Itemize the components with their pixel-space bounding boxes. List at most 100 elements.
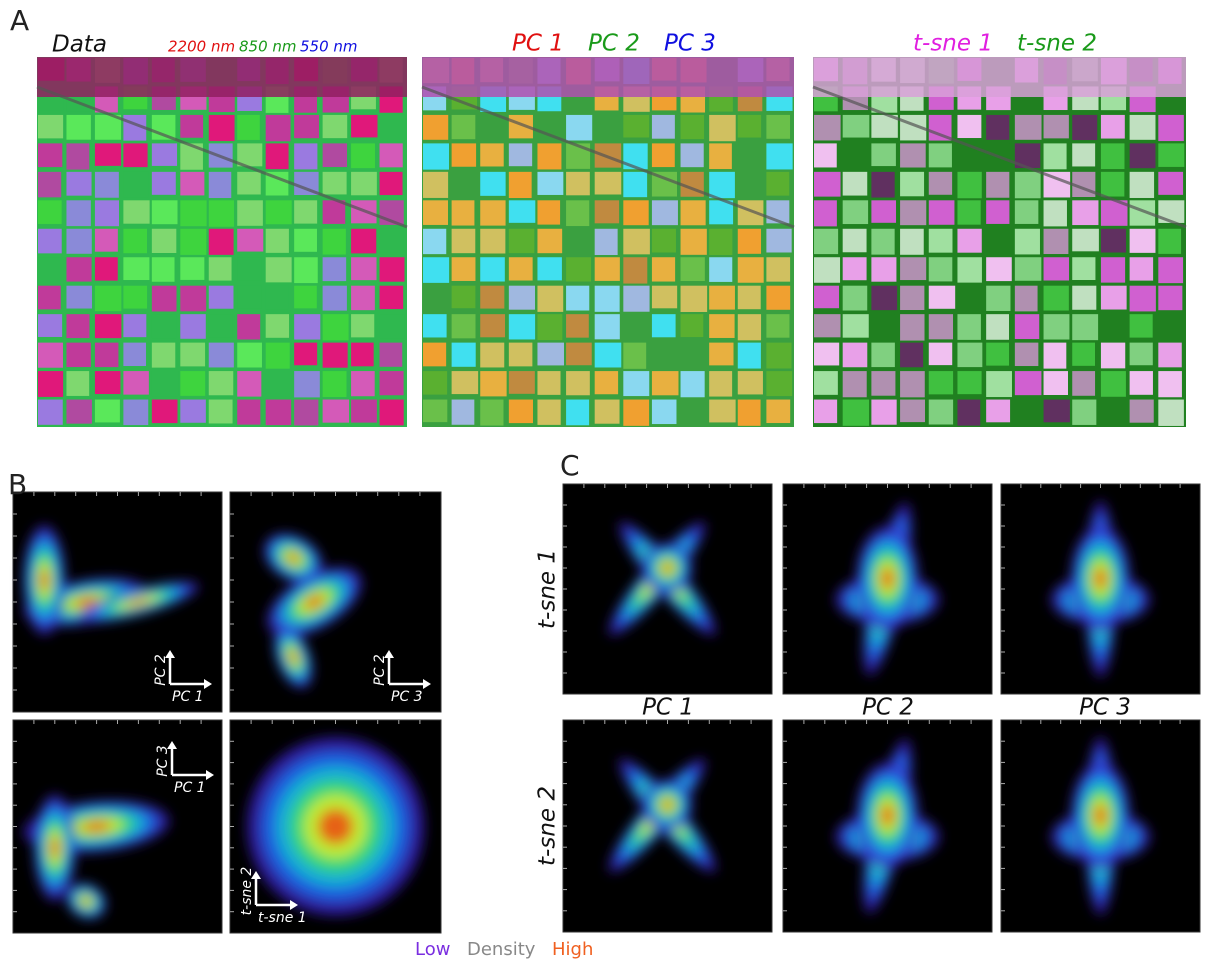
density-level bbox=[1095, 805, 1107, 826]
field bbox=[929, 371, 953, 394]
field bbox=[95, 371, 121, 394]
river-band bbox=[37, 57, 407, 97]
field bbox=[38, 343, 63, 368]
field bbox=[566, 257, 591, 281]
field bbox=[380, 143, 403, 167]
field bbox=[266, 371, 290, 397]
field bbox=[537, 172, 563, 195]
field bbox=[209, 200, 234, 226]
field bbox=[480, 229, 505, 254]
field bbox=[66, 143, 89, 169]
field bbox=[738, 229, 761, 254]
field bbox=[1044, 314, 1070, 339]
field bbox=[986, 172, 1009, 198]
field bbox=[1044, 371, 1068, 395]
field bbox=[423, 172, 448, 198]
arrow-label: PC 2 bbox=[153, 654, 169, 686]
field bbox=[900, 286, 924, 310]
band-label: PC 3 bbox=[664, 31, 716, 57]
field bbox=[1072, 371, 1095, 396]
field bbox=[595, 343, 622, 368]
field bbox=[1130, 115, 1156, 140]
field bbox=[1044, 143, 1067, 169]
field bbox=[929, 257, 953, 281]
field bbox=[452, 115, 476, 139]
field bbox=[709, 314, 734, 338]
field bbox=[871, 314, 894, 339]
field bbox=[766, 172, 789, 196]
field bbox=[1044, 286, 1069, 311]
field bbox=[681, 371, 705, 397]
field bbox=[152, 343, 175, 368]
field bbox=[738, 400, 761, 426]
field bbox=[323, 257, 347, 281]
field bbox=[95, 286, 121, 311]
field bbox=[209, 371, 233, 395]
field bbox=[351, 371, 375, 396]
arrow-label: PC 3 bbox=[391, 689, 423, 705]
field bbox=[237, 172, 261, 195]
field bbox=[152, 314, 176, 338]
field bbox=[452, 257, 476, 281]
field bbox=[323, 371, 347, 397]
field bbox=[152, 229, 176, 253]
field bbox=[814, 257, 840, 283]
field bbox=[423, 257, 449, 283]
field bbox=[1072, 143, 1095, 166]
field bbox=[929, 400, 953, 425]
field bbox=[957, 314, 980, 340]
field bbox=[38, 371, 63, 397]
field bbox=[294, 257, 318, 283]
field bbox=[709, 115, 736, 141]
field bbox=[957, 400, 980, 426]
field bbox=[1158, 371, 1182, 397]
field bbox=[66, 286, 92, 309]
field bbox=[957, 115, 981, 138]
field bbox=[566, 286, 589, 311]
field bbox=[537, 257, 561, 280]
field bbox=[709, 286, 735, 310]
field bbox=[1130, 286, 1156, 312]
field bbox=[1044, 229, 1069, 254]
field bbox=[509, 229, 535, 253]
panel-label: A bbox=[10, 4, 29, 37]
field bbox=[900, 371, 925, 397]
field bbox=[66, 371, 89, 396]
field bbox=[814, 143, 837, 167]
field bbox=[537, 314, 562, 340]
field bbox=[351, 400, 377, 423]
field bbox=[209, 286, 234, 309]
field bbox=[738, 172, 762, 198]
field bbox=[681, 143, 704, 167]
arrow-label: PC 3 bbox=[155, 745, 171, 777]
field bbox=[180, 229, 206, 255]
image-mosaic bbox=[422, 57, 794, 427]
field bbox=[180, 314, 205, 339]
field bbox=[1101, 371, 1126, 397]
field bbox=[452, 172, 475, 196]
field bbox=[709, 400, 735, 423]
river-band bbox=[813, 57, 1186, 97]
field bbox=[38, 229, 62, 254]
field bbox=[452, 200, 475, 225]
field bbox=[1044, 115, 1069, 138]
field bbox=[1044, 200, 1067, 226]
field bbox=[738, 371, 763, 394]
field bbox=[38, 286, 61, 310]
density-level bbox=[662, 563, 672, 573]
field bbox=[766, 371, 792, 396]
field bbox=[738, 343, 761, 369]
density-level bbox=[40, 569, 48, 591]
field bbox=[1158, 115, 1184, 141]
field bbox=[843, 115, 870, 138]
panel-label: B bbox=[8, 468, 27, 501]
field bbox=[95, 257, 118, 280]
field bbox=[871, 200, 896, 222]
field bbox=[537, 286, 563, 312]
density-plot bbox=[783, 720, 992, 932]
field bbox=[209, 257, 232, 280]
field bbox=[323, 172, 347, 195]
field bbox=[929, 314, 953, 339]
field bbox=[595, 286, 620, 312]
field bbox=[537, 400, 560, 425]
